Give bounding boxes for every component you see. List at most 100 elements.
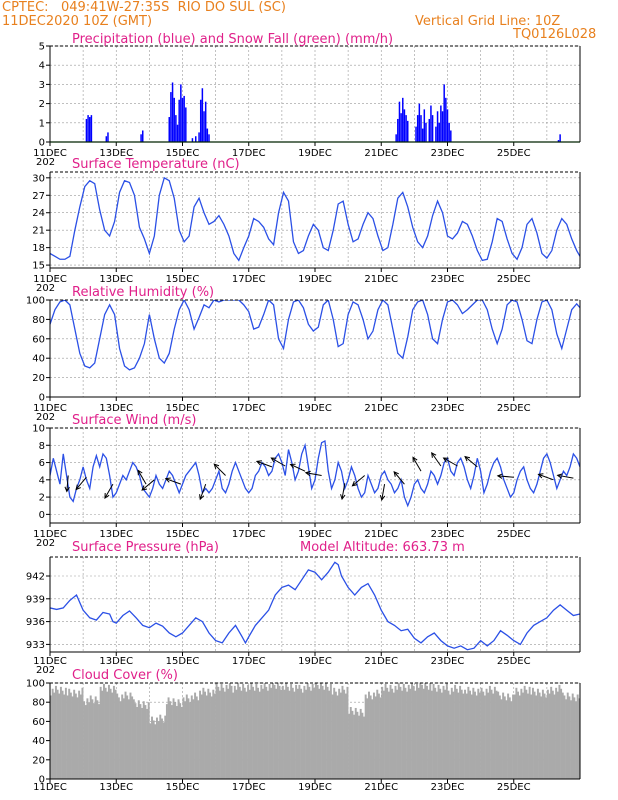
- precip-bar: [405, 115, 407, 142]
- wind-arrow-head: [137, 469, 143, 476]
- y-tick-label: 4: [39, 475, 45, 486]
- cloud-bar: [522, 692, 524, 779]
- cloud-bar: [197, 700, 200, 779]
- cloud-bar: [356, 711, 359, 779]
- cloud-bar: [134, 703, 137, 779]
- cloud-bar: [406, 691, 409, 779]
- precip-bar: [441, 111, 444, 142]
- cloud-bar: [194, 692, 197, 779]
- wind-arrow-head: [442, 457, 449, 463]
- cloud-bar: [262, 688, 264, 779]
- wind-arrow: [104, 483, 114, 499]
- cloud-bar: [50, 695, 52, 779]
- panel-0: 0 1 2 3 4 5 11DEC 13DEC 15DEC 17DEC 19DEC 21DEC 23DE…: [33, 32, 581, 168]
- cloud-bar: [571, 693, 574, 779]
- y-tick-label: 1: [39, 118, 45, 129]
- x-tick-label: 23DEC: [431, 782, 465, 793]
- cloud-bar: [442, 685, 445, 779]
- x-tick-label: 23DEC: [431, 656, 465, 667]
- cloud-bar: [338, 688, 341, 779]
- cloud-bar: [190, 695, 193, 779]
- cloud-bar: [377, 693, 380, 779]
- cloud-bar: [553, 694, 556, 779]
- cloud-bar: [414, 690, 417, 779]
- panel-title: Cloud Cover (%): [72, 668, 178, 683]
- cloud-bar: [165, 704, 168, 779]
- cloud-bar: [382, 690, 385, 779]
- panel-4: 933 936 939 942 11DEC 13DEC 15DEC 17DEC 19DEC 21D…: [26, 540, 581, 676]
- cloud-bar: [449, 694, 452, 779]
- x-tick-label: 13DEC: [99, 782, 133, 793]
- cloud-bar: [543, 693, 546, 779]
- model-altitude: Model Altitude: 663.73 m: [300, 540, 465, 555]
- cloud-bar: [527, 693, 529, 779]
- cloud-bar: [273, 684, 276, 779]
- cloud-bar: [371, 699, 374, 779]
- wind-arrow-head: [340, 494, 346, 501]
- precip-bar: [420, 115, 422, 142]
- cloud-bar: [500, 699, 503, 779]
- cloud-bar: [411, 683, 414, 779]
- y-tick-label: 20: [32, 373, 45, 384]
- panel-title: Surface Temperature (nC): [72, 157, 240, 172]
- cloud-bar: [81, 687, 84, 779]
- cloud-bar: [84, 705, 87, 779]
- cloud-bar: [369, 695, 372, 779]
- cloud-bar: [144, 705, 147, 779]
- cloud-bar: [230, 685, 233, 779]
- cloud-bar: [103, 683, 105, 779]
- cloud-bar: [315, 683, 317, 779]
- cloud-bar: [540, 696, 543, 779]
- cloud-bar: [450, 687, 453, 779]
- cloud-bar: [429, 683, 432, 779]
- precip-bar: [423, 109, 426, 142]
- wind-arrow: [431, 452, 442, 467]
- precip-bar: [203, 111, 205, 142]
- cloud-bar: [151, 716, 153, 779]
- y-tick-label: 10: [32, 424, 45, 435]
- cloud-bar: [321, 685, 324, 779]
- precip-bar: [436, 111, 439, 142]
- wind-arrow: [256, 460, 273, 468]
- cloud-bar: [137, 700, 140, 779]
- cloud-bar: [127, 699, 130, 779]
- cloud-bar: [333, 687, 336, 779]
- cloud-bar: [389, 684, 392, 779]
- precip-bar: [199, 99, 202, 142]
- cloud-bar: [78, 690, 81, 779]
- wind-arrow-head: [412, 456, 418, 463]
- precip-bar: [397, 118, 399, 142]
- panel-title: Precipitation (blue) and Snow Fall (gree…: [72, 32, 393, 47]
- cloud-bar: [507, 693, 510, 779]
- cloud-bar: [475, 695, 478, 779]
- cloud-bar: [485, 688, 488, 779]
- cloud-bar: [207, 688, 210, 779]
- x-tick-label: 25DEC: [497, 782, 531, 793]
- y-tick-label: 20: [32, 755, 45, 766]
- cloud-bar: [392, 692, 395, 779]
- cloud-bar: [573, 697, 576, 779]
- cloud-bar: [257, 687, 259, 779]
- panel-1: 15 18 21 24 27 30 11DEC 13DEC 15DEC 17DEC 19DEC 21D…: [32, 157, 581, 294]
- cloud-bar: [402, 683, 405, 779]
- cloud-bar: [424, 683, 427, 779]
- precip-bar: [195, 136, 197, 142]
- cloud-bar: [237, 683, 240, 779]
- y-tick-label: 15: [32, 261, 45, 272]
- cloud-bar: [149, 723, 152, 779]
- panel-title: Surface Pressure (hPa): [72, 540, 219, 555]
- series-line: [50, 176, 580, 262]
- cloud-bar: [570, 700, 573, 779]
- precip-bar: [85, 118, 88, 142]
- cloud-bar: [477, 688, 480, 779]
- cloud-bar: [184, 701, 187, 779]
- y-tick-label: 0: [39, 510, 45, 521]
- cloud-bar: [223, 691, 226, 779]
- cloud-bar: [271, 683, 274, 779]
- x-tick-label: 17DEC: [232, 529, 266, 540]
- cloud-bar: [169, 701, 172, 779]
- cloud-bar: [528, 686, 531, 779]
- cloud-bar: [175, 706, 178, 779]
- cloud-bar: [93, 703, 96, 779]
- wind-arrow-head: [75, 484, 81, 491]
